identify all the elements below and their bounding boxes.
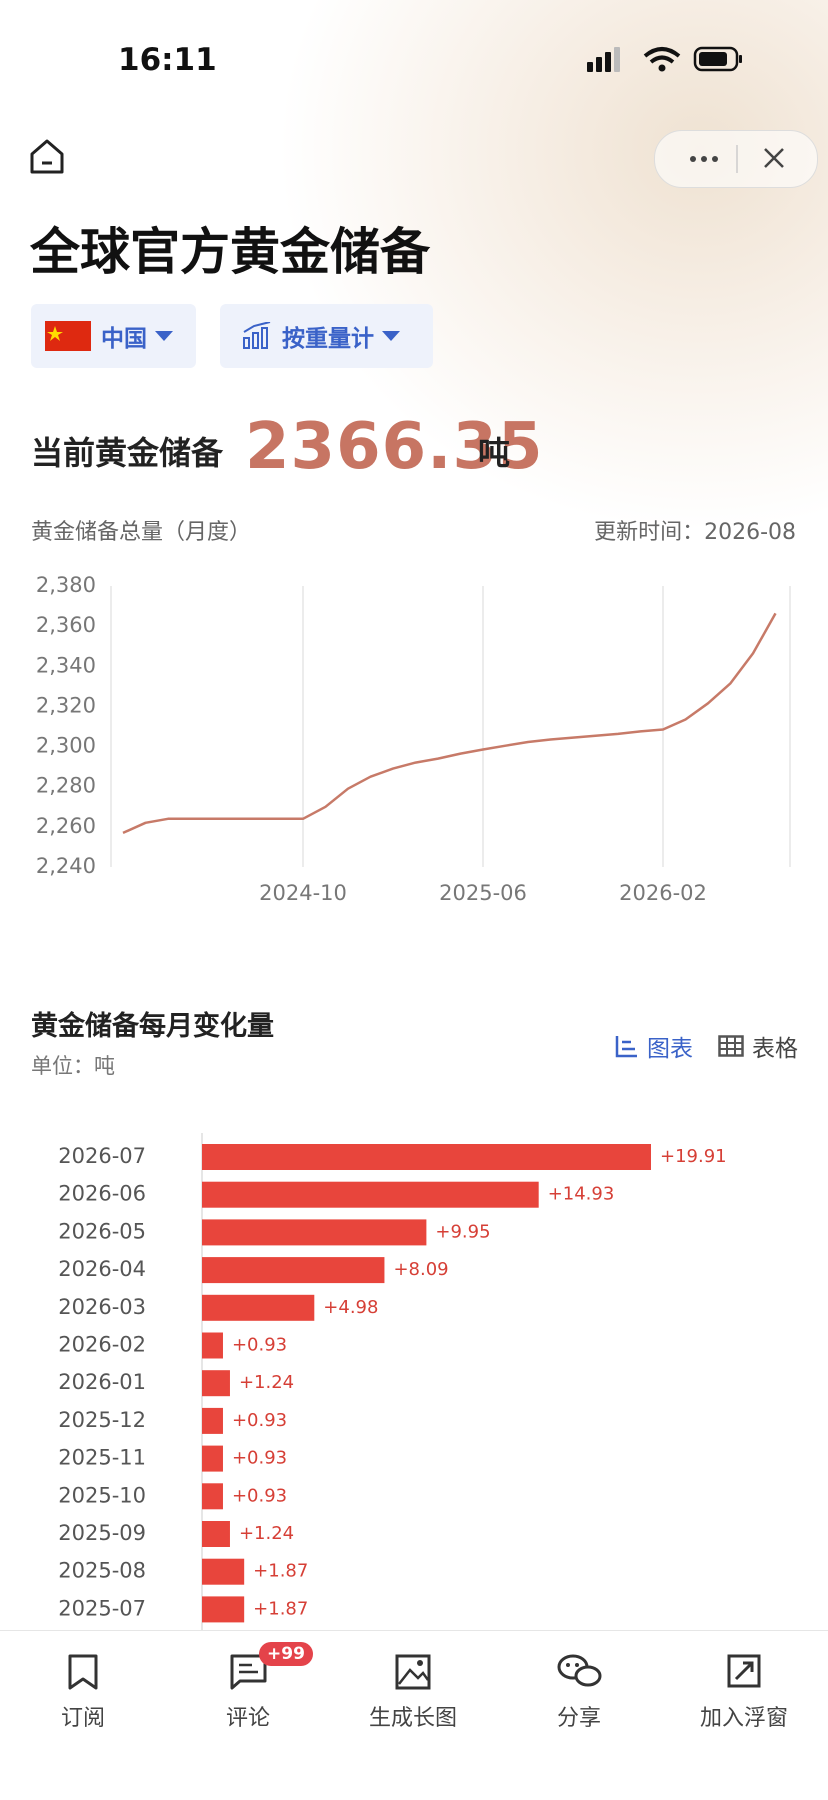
country-label: 中国 bbox=[101, 326, 147, 352]
bar-chart-unit: 单位：吨 bbox=[31, 1054, 115, 1078]
y-tick-label: 2,280 bbox=[36, 774, 96, 798]
nav-float[interactable]: 加入浮窗 bbox=[699, 1706, 788, 1731]
chart-toggle[interactable]: 图表 bbox=[615, 1029, 693, 1063]
value-label: +4.98 bbox=[323, 1297, 378, 1318]
bar bbox=[202, 1257, 385, 1284]
y-tick-label: 2,260 bbox=[36, 814, 96, 838]
category-label: 2026-03 bbox=[58, 1295, 146, 1319]
value-label: +1.24 bbox=[239, 1523, 294, 1544]
bottom-nav bbox=[0, 1630, 828, 1800]
x-tick-label: 2025-06 bbox=[439, 881, 527, 905]
status-icons bbox=[587, 46, 742, 72]
capsule-icons[interactable] bbox=[655, 131, 817, 187]
bar-chart-title: 黄金储备每月变化量 bbox=[31, 1011, 274, 1042]
y-tick-label: 2,320 bbox=[36, 693, 96, 717]
summary-value: 2366.35 bbox=[245, 410, 544, 484]
measure-selector[interactable]: 按重量计 bbox=[220, 304, 433, 368]
y-tick-label: 2,240 bbox=[36, 854, 96, 878]
nav-share[interactable]: 分享 bbox=[556, 1706, 601, 1731]
nav-long-image[interactable]: 生成长图 bbox=[368, 1706, 457, 1731]
country-selector[interactable]: 中国 bbox=[31, 304, 196, 368]
category-label: 2026-01 bbox=[58, 1370, 146, 1394]
status-time: 16:11 bbox=[118, 42, 217, 78]
value-label: +14.93 bbox=[548, 1184, 615, 1205]
bar bbox=[202, 1332, 223, 1359]
category-label: 2025-09 bbox=[58, 1521, 146, 1545]
value-label: +1.87 bbox=[253, 1598, 308, 1619]
summary-label: 当前黄金储备 bbox=[31, 434, 224, 472]
category-label: 2025-11 bbox=[58, 1446, 146, 1470]
mini-program-capsule bbox=[654, 130, 818, 188]
bar bbox=[202, 1181, 539, 1208]
value-label: +1.24 bbox=[239, 1372, 294, 1393]
category-label: 2026-06 bbox=[58, 1182, 146, 1206]
table-icon bbox=[718, 1035, 744, 1057]
bar bbox=[202, 1294, 315, 1321]
value-label: +0.93 bbox=[232, 1335, 287, 1356]
update-time: 更新时间：2026-08 bbox=[594, 520, 796, 545]
bar bbox=[202, 1596, 245, 1623]
nav-subscribe[interactable]: 订阅 bbox=[60, 1706, 105, 1731]
bar bbox=[202, 1521, 230, 1547]
y-tick-label: 2,360 bbox=[36, 613, 96, 637]
category-label: 2026-02 bbox=[58, 1333, 146, 1357]
category-label: 2026-04 bbox=[58, 1257, 146, 1281]
value-label: +8.09 bbox=[393, 1259, 448, 1280]
bar bbox=[202, 1445, 223, 1472]
flag-icon bbox=[45, 321, 91, 351]
value-label: +0.93 bbox=[232, 1448, 287, 1469]
bar bbox=[202, 1370, 230, 1397]
bar bbox=[202, 1219, 427, 1246]
line-chart-title: 黄金储备总量（月度） bbox=[31, 520, 252, 545]
x-tick-label: 2026-02 bbox=[619, 881, 707, 905]
measure-icon bbox=[243, 322, 271, 349]
page-title: 全球官方黄金储备 bbox=[30, 222, 430, 281]
y-tick-label: 2,300 bbox=[36, 734, 96, 758]
value-label: +1.87 bbox=[253, 1561, 308, 1582]
chart-icon bbox=[615, 1036, 637, 1058]
category-label: 2025-10 bbox=[58, 1483, 146, 1507]
x-tick-label: 2024-10 bbox=[259, 881, 347, 905]
y-tick-label: 2,380 bbox=[36, 573, 96, 597]
category-label: 2026-07 bbox=[58, 1144, 146, 1168]
table-toggle[interactable]: 表格 bbox=[718, 1029, 798, 1063]
home-button[interactable] bbox=[28, 138, 66, 176]
value-label: +0.93 bbox=[232, 1485, 287, 1506]
nav-icons bbox=[68, 1654, 761, 1690]
y-tick-label: 2,340 bbox=[36, 653, 96, 677]
category-label: 2025-08 bbox=[58, 1559, 146, 1583]
summary-unit: 吨 bbox=[478, 434, 511, 472]
bar bbox=[202, 1144, 651, 1170]
table-toggle-label: 表格 bbox=[752, 1036, 798, 1062]
comment-badge: +99 bbox=[259, 1642, 313, 1666]
charts: 2,240 2,260 2,280 2,300 2,320 2,340 2,360 2,380… bbox=[36, 573, 791, 1630]
bar bbox=[202, 1483, 223, 1510]
chart-toggle-label: 图表 bbox=[647, 1036, 693, 1062]
nav-comment[interactable]: 评论 bbox=[225, 1706, 270, 1731]
value-label: +0.93 bbox=[232, 1410, 287, 1431]
category-label: 2025-12 bbox=[58, 1408, 146, 1432]
value-label: +19.91 bbox=[660, 1146, 727, 1167]
category-label: 2026-05 bbox=[58, 1219, 146, 1243]
line-series bbox=[122, 612, 777, 835]
bar bbox=[202, 1407, 223, 1434]
bar bbox=[202, 1558, 245, 1585]
value-label: +9.95 bbox=[435, 1221, 490, 1242]
category-label: 2025-07 bbox=[58, 1596, 146, 1620]
measure-label: 按重量计 bbox=[282, 326, 374, 352]
